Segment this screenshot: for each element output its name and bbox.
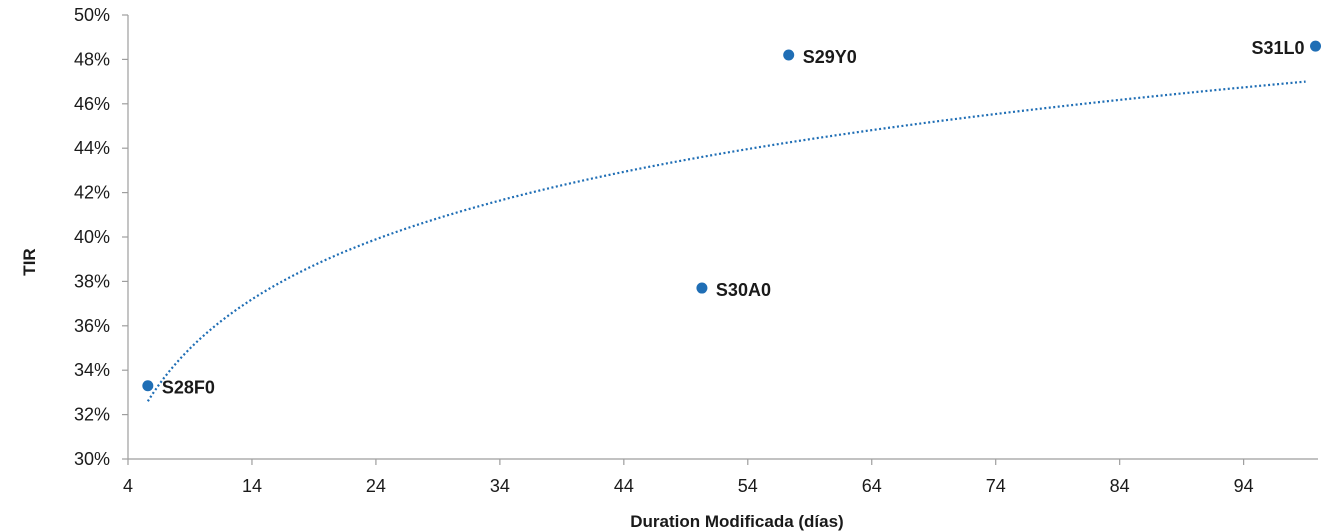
y-tick-label: 50% xyxy=(74,5,110,25)
tick-labels: 30% 32% 34% 36% 38% 40% 42% 44% 46% 48% 50% 4 14 24 34… xyxy=(74,5,1254,496)
y-axis-title: TIR xyxy=(20,248,39,275)
data-point-label: S31L0 xyxy=(1251,38,1304,58)
x-tick-label: 24 xyxy=(366,476,386,496)
axes xyxy=(122,14,1318,465)
data-points xyxy=(142,40,1322,392)
y-tick-label: 34% xyxy=(74,360,110,380)
data-point-s28f0 xyxy=(142,380,154,392)
x-tick-label: 94 xyxy=(1234,476,1254,496)
y-tick-label: 30% xyxy=(74,449,110,469)
y-tick-label: 44% xyxy=(74,138,110,158)
x-tick-label: 64 xyxy=(862,476,882,496)
data-point-label: S29Y0 xyxy=(803,47,857,67)
data-point-label: S30A0 xyxy=(716,280,771,300)
x-axis-title: Duration Modificada (días) xyxy=(630,512,843,531)
y-tick-label: 48% xyxy=(74,49,110,69)
y-tick-label: 32% xyxy=(74,405,110,425)
y-tick-label: 40% xyxy=(74,227,110,247)
x-tick-label: 4 xyxy=(123,476,133,496)
y-tick-label: 36% xyxy=(74,316,110,336)
x-tick-label: 14 xyxy=(242,476,262,496)
x-tick-label: 84 xyxy=(1110,476,1130,496)
y-tick-label: 42% xyxy=(74,183,110,203)
data-point-labels: S28F0 S30A0 S29Y0 S31L0 xyxy=(162,38,1305,398)
data-point-s30a0 xyxy=(696,282,708,294)
x-tick-label: 34 xyxy=(490,476,510,496)
y-tick-label: 46% xyxy=(74,94,110,114)
y-tick-label: 38% xyxy=(74,271,110,291)
data-point-s31l0 xyxy=(1310,40,1322,52)
data-point-s29y0 xyxy=(783,49,795,61)
x-tick-label: 44 xyxy=(614,476,634,496)
data-point-label: S28F0 xyxy=(162,378,215,398)
x-tick-label: 54 xyxy=(738,476,758,496)
trendline xyxy=(146,80,1306,402)
trendline-layer xyxy=(146,80,1306,402)
x-tick-label: 74 xyxy=(986,476,1006,496)
